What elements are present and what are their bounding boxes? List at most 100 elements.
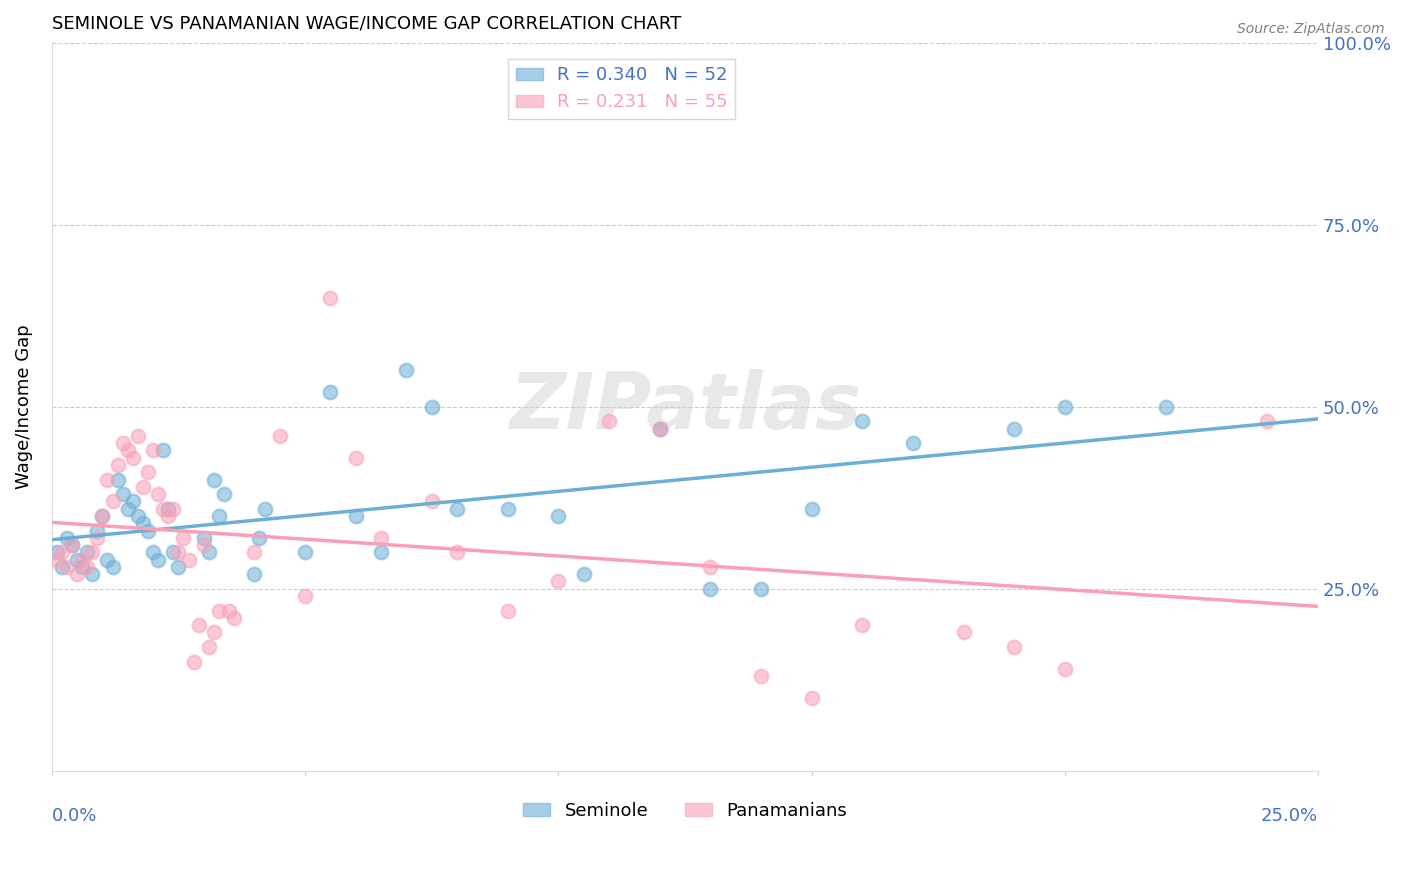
Point	[132, 516, 155, 531]
Point	[152, 501, 174, 516]
Point	[193, 538, 215, 552]
Point	[82, 567, 104, 582]
Point	[101, 560, 124, 574]
Point	[395, 363, 418, 377]
Legend: Seminole, Panamanians: Seminole, Panamanians	[516, 795, 853, 827]
Point	[344, 450, 367, 465]
Point	[648, 422, 671, 436]
Point	[269, 429, 291, 443]
Point	[146, 552, 169, 566]
Point	[202, 473, 225, 487]
Point	[1002, 640, 1025, 654]
Point	[132, 480, 155, 494]
Point	[51, 560, 73, 574]
Point	[157, 501, 180, 516]
Point	[243, 545, 266, 559]
Point	[197, 640, 219, 654]
Point	[598, 414, 620, 428]
Point	[51, 545, 73, 559]
Point	[117, 443, 139, 458]
Point	[319, 385, 342, 400]
Point	[76, 545, 98, 559]
Point	[111, 487, 134, 501]
Point	[86, 531, 108, 545]
Point	[142, 545, 165, 559]
Point	[749, 582, 772, 596]
Point	[699, 560, 721, 574]
Text: ZIPatlas: ZIPatlas	[509, 368, 860, 445]
Point	[101, 494, 124, 508]
Point	[60, 538, 83, 552]
Point	[294, 589, 316, 603]
Point	[420, 494, 443, 508]
Point	[208, 604, 231, 618]
Point	[127, 429, 149, 443]
Point	[193, 531, 215, 545]
Point	[197, 545, 219, 559]
Point	[699, 582, 721, 596]
Point	[167, 560, 190, 574]
Point	[127, 508, 149, 523]
Point	[370, 531, 392, 545]
Point	[136, 465, 159, 479]
Point	[253, 501, 276, 516]
Point	[82, 545, 104, 559]
Point	[496, 501, 519, 516]
Point	[162, 501, 184, 516]
Point	[648, 422, 671, 436]
Point	[56, 531, 79, 545]
Point	[749, 669, 772, 683]
Text: 0.0%: 0.0%	[52, 807, 97, 825]
Point	[177, 552, 200, 566]
Point	[202, 625, 225, 640]
Point	[162, 545, 184, 559]
Point	[208, 508, 231, 523]
Point	[45, 545, 67, 559]
Point	[187, 618, 209, 632]
Point	[1053, 662, 1076, 676]
Point	[800, 690, 823, 705]
Point	[294, 545, 316, 559]
Text: SEMINOLE VS PANAMANIAN WAGE/INCOME GAP CORRELATION CHART: SEMINOLE VS PANAMANIAN WAGE/INCOME GAP C…	[52, 15, 681, 33]
Point	[952, 625, 974, 640]
Point	[121, 450, 143, 465]
Point	[56, 560, 79, 574]
Point	[60, 538, 83, 552]
Point	[76, 560, 98, 574]
Point	[224, 611, 246, 625]
Point	[1256, 414, 1278, 428]
Point	[117, 501, 139, 516]
Point	[547, 508, 569, 523]
Point	[152, 443, 174, 458]
Point	[111, 436, 134, 450]
Point	[66, 552, 89, 566]
Point	[249, 531, 271, 545]
Point	[212, 487, 235, 501]
Point	[121, 494, 143, 508]
Point	[446, 545, 468, 559]
Point	[420, 400, 443, 414]
Point	[157, 508, 180, 523]
Point	[136, 524, 159, 538]
Point	[319, 291, 342, 305]
Point	[851, 414, 873, 428]
Point	[1002, 422, 1025, 436]
Point	[800, 501, 823, 516]
Text: 25.0%: 25.0%	[1261, 807, 1319, 825]
Point	[167, 545, 190, 559]
Point	[91, 508, 114, 523]
Point	[96, 473, 118, 487]
Point	[70, 552, 93, 566]
Point	[107, 458, 129, 472]
Point	[344, 508, 367, 523]
Point	[91, 508, 114, 523]
Point	[1053, 400, 1076, 414]
Point	[96, 552, 118, 566]
Point	[901, 436, 924, 450]
Point	[142, 443, 165, 458]
Point	[572, 567, 595, 582]
Point	[183, 655, 205, 669]
Point	[218, 604, 240, 618]
Point	[86, 524, 108, 538]
Point	[496, 604, 519, 618]
